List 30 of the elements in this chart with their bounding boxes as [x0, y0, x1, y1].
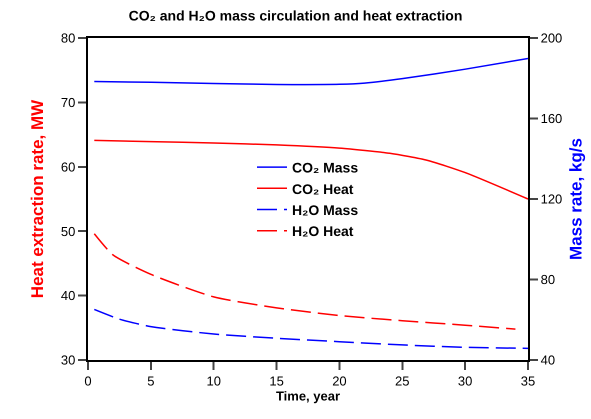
y2-tick-label: 160 [540, 111, 562, 126]
x-tick-label: 35 [520, 374, 536, 389]
legend-label: CO₂ Mass [292, 160, 358, 176]
legend-label: H₂O Heat [292, 223, 354, 240]
y-tick-label: 30 [60, 352, 76, 368]
y2-axis-title: Mass rate, kg/s [566, 138, 586, 260]
y-tick-label: 80 [60, 30, 76, 46]
x-tick-label: 15 [269, 374, 284, 389]
line-series [94, 140, 528, 200]
x-axis-title: Time, year [276, 388, 340, 404]
y-tick-label: 70 [60, 94, 76, 110]
y2-tick-label: 200 [540, 30, 562, 46]
line-series [94, 308, 528, 350]
x-tick-label: 30 [458, 374, 472, 389]
y-tick-label: 60 [60, 159, 76, 174]
x-tick-label: 25 [395, 374, 410, 389]
x-tick-label: 0 [84, 374, 92, 389]
y-tick-label: 40 [60, 288, 76, 304]
y-axis-title: Heat extraction rate, MW [28, 98, 47, 298]
x-tick-label: 20 [332, 374, 347, 389]
y2-tick-label: 40 [540, 352, 556, 368]
chart-title: CO₂ and H₂O mass circulation and heat extraction [128, 7, 462, 24]
y2-tick-label: 120 [540, 192, 562, 207]
legend-label: H₂O Mass [292, 202, 358, 218]
x-tick-label: 5 [147, 374, 154, 389]
y2-tick-label: 80 [540, 272, 556, 288]
line-series [94, 58, 528, 86]
y-tick-label: 50 [60, 224, 76, 239]
x-tick-label: 10 [206, 374, 221, 389]
legend-label: CO₂ Heat [292, 180, 354, 197]
